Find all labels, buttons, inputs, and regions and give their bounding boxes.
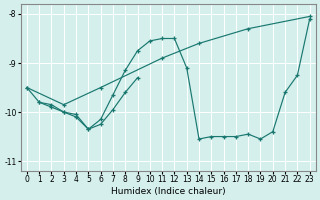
X-axis label: Humidex (Indice chaleur): Humidex (Indice chaleur): [111, 187, 226, 196]
